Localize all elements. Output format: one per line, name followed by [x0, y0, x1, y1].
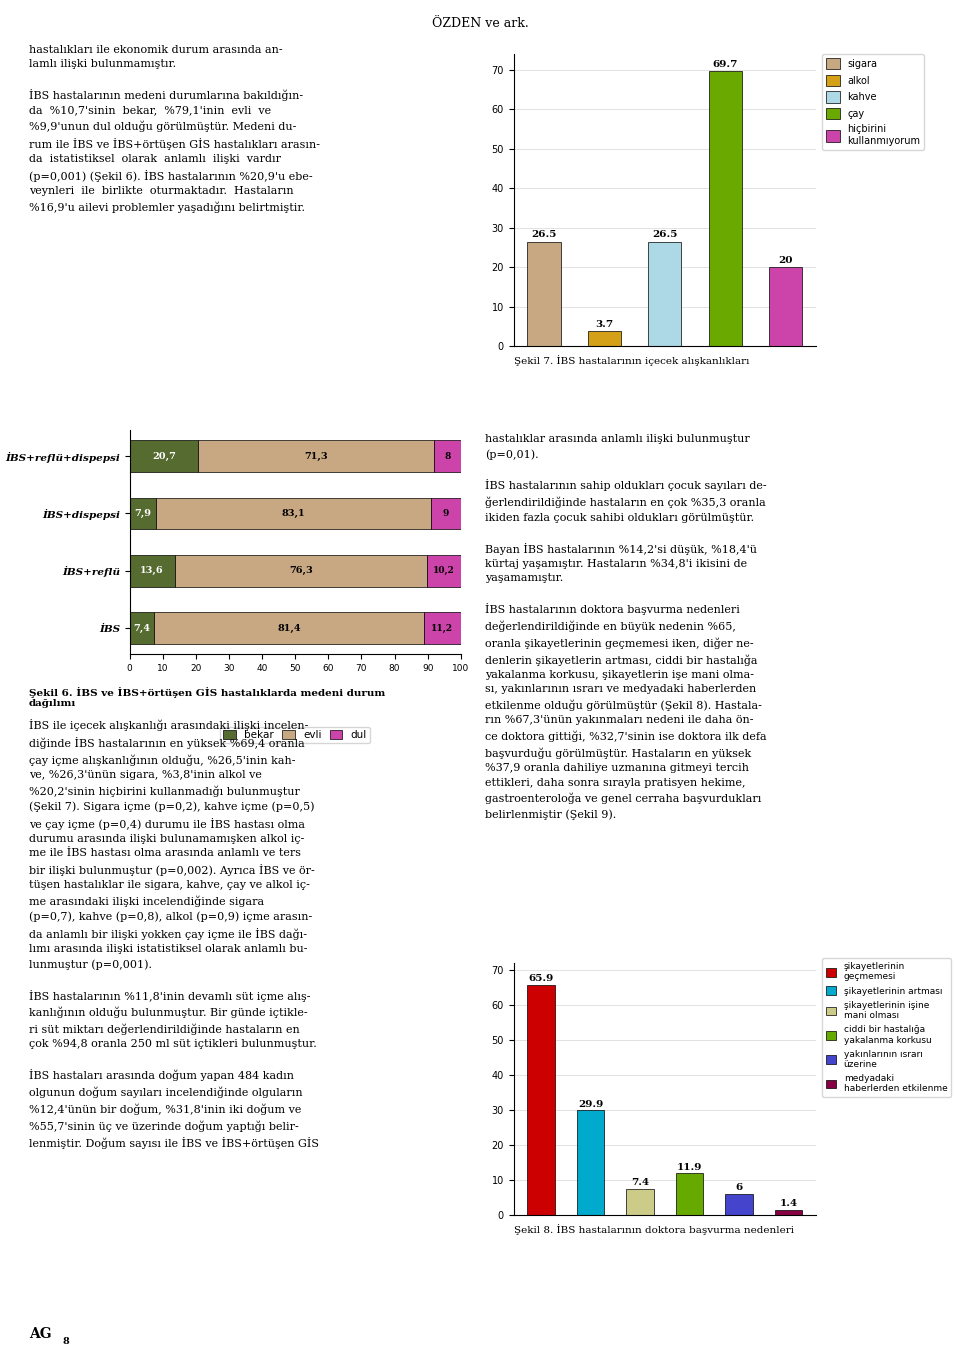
Bar — [648, 242, 682, 346]
Bar — [676, 1172, 703, 1215]
Text: hastalıklar arasında anlamlı ilişki bulunmuştur
(p=0,01).

İBS hastalarının sahi: hastalıklar arasında anlamlı ilişki bulu… — [485, 434, 766, 820]
Bar — [708, 71, 742, 346]
Text: 13,6: 13,6 — [140, 566, 164, 575]
Bar — [423, 612, 461, 643]
Text: AG: AG — [29, 1327, 52, 1341]
Text: 83,1: 83,1 — [281, 509, 305, 518]
Legend: sigara, alkol, kahve, çay, hiçbirini
kullanmıyorum: sigara, alkol, kahve, çay, hiçbirini kul… — [822, 54, 924, 151]
Text: 26.5: 26.5 — [531, 231, 557, 239]
Bar — [130, 612, 155, 643]
Text: Şekil 7. İBS hastalarının içecek alışkanlıkları: Şekil 7. İBS hastalarının içecek alışkan… — [514, 356, 749, 366]
Bar — [434, 440, 461, 472]
Bar — [155, 612, 423, 643]
Text: 7.4: 7.4 — [631, 1178, 649, 1187]
Bar — [527, 242, 561, 346]
Legend: şikayetlerinin
geçmemesi, şikayetlerinin artması, şikayetlerinin işine
mani olma: şikayetlerinin geçmemesi, şikayetlerinin… — [822, 958, 951, 1096]
Text: 11,2: 11,2 — [431, 624, 453, 632]
Text: 8: 8 — [444, 452, 451, 460]
Text: 26.5: 26.5 — [652, 231, 678, 239]
Text: 71,3: 71,3 — [304, 452, 328, 460]
Bar — [726, 1194, 753, 1215]
Bar — [431, 498, 461, 529]
Text: hastalıkları ile ekonomik durum arasında an-
lamlı ilişki bulunmamıştır.

İBS ha: hastalıkları ile ekonomik durum arasında… — [29, 45, 320, 213]
Bar — [130, 555, 175, 586]
Text: 3.7: 3.7 — [595, 320, 613, 330]
Legend: bekar, evli, dul: bekar, evli, dul — [220, 726, 371, 742]
Bar — [156, 498, 431, 529]
Text: 9: 9 — [443, 509, 449, 518]
Text: 8: 8 — [62, 1337, 69, 1346]
Text: 81,4: 81,4 — [277, 624, 300, 632]
Bar — [588, 331, 621, 346]
Bar — [769, 267, 803, 346]
Bar — [577, 1110, 604, 1215]
Text: Şekil 8. İBS hastalarının doktora başvurma nedenleri: Şekil 8. İBS hastalarının doktora başvur… — [514, 1224, 794, 1235]
Text: 11.9: 11.9 — [677, 1163, 703, 1171]
Bar — [130, 440, 198, 472]
Bar — [130, 498, 156, 529]
Text: İBS ile içecek alışkanlığı arasındaki ilişki incelen-
diğinde İBS hastalarının e: İBS ile içecek alışkanlığı arasındaki il… — [29, 719, 319, 1149]
Bar — [627, 1189, 654, 1215]
Text: 7,9: 7,9 — [134, 509, 151, 518]
Text: 7,4: 7,4 — [133, 624, 151, 632]
Text: 65.9: 65.9 — [528, 974, 554, 984]
Bar — [427, 555, 461, 586]
Text: 69.7: 69.7 — [712, 60, 738, 69]
Text: 76,3: 76,3 — [289, 566, 313, 575]
Text: 29.9: 29.9 — [578, 1101, 603, 1109]
Text: 20,7: 20,7 — [152, 452, 176, 460]
Text: ÖZDEN ve ark.: ÖZDEN ve ark. — [432, 16, 528, 30]
Text: Şekil 6. İBS ve İBS+örtüşen GİS hastalıklarda medeni durum
dağılımı: Şekil 6. İBS ve İBS+örtüşen GİS hastalık… — [29, 687, 385, 708]
Bar — [175, 555, 427, 586]
Bar — [775, 1209, 803, 1215]
Text: 1.4: 1.4 — [780, 1200, 798, 1208]
Text: 10,2: 10,2 — [433, 566, 455, 575]
Bar — [198, 440, 434, 472]
Text: 6: 6 — [735, 1183, 743, 1193]
Text: 20: 20 — [779, 256, 793, 265]
Bar — [527, 985, 555, 1215]
